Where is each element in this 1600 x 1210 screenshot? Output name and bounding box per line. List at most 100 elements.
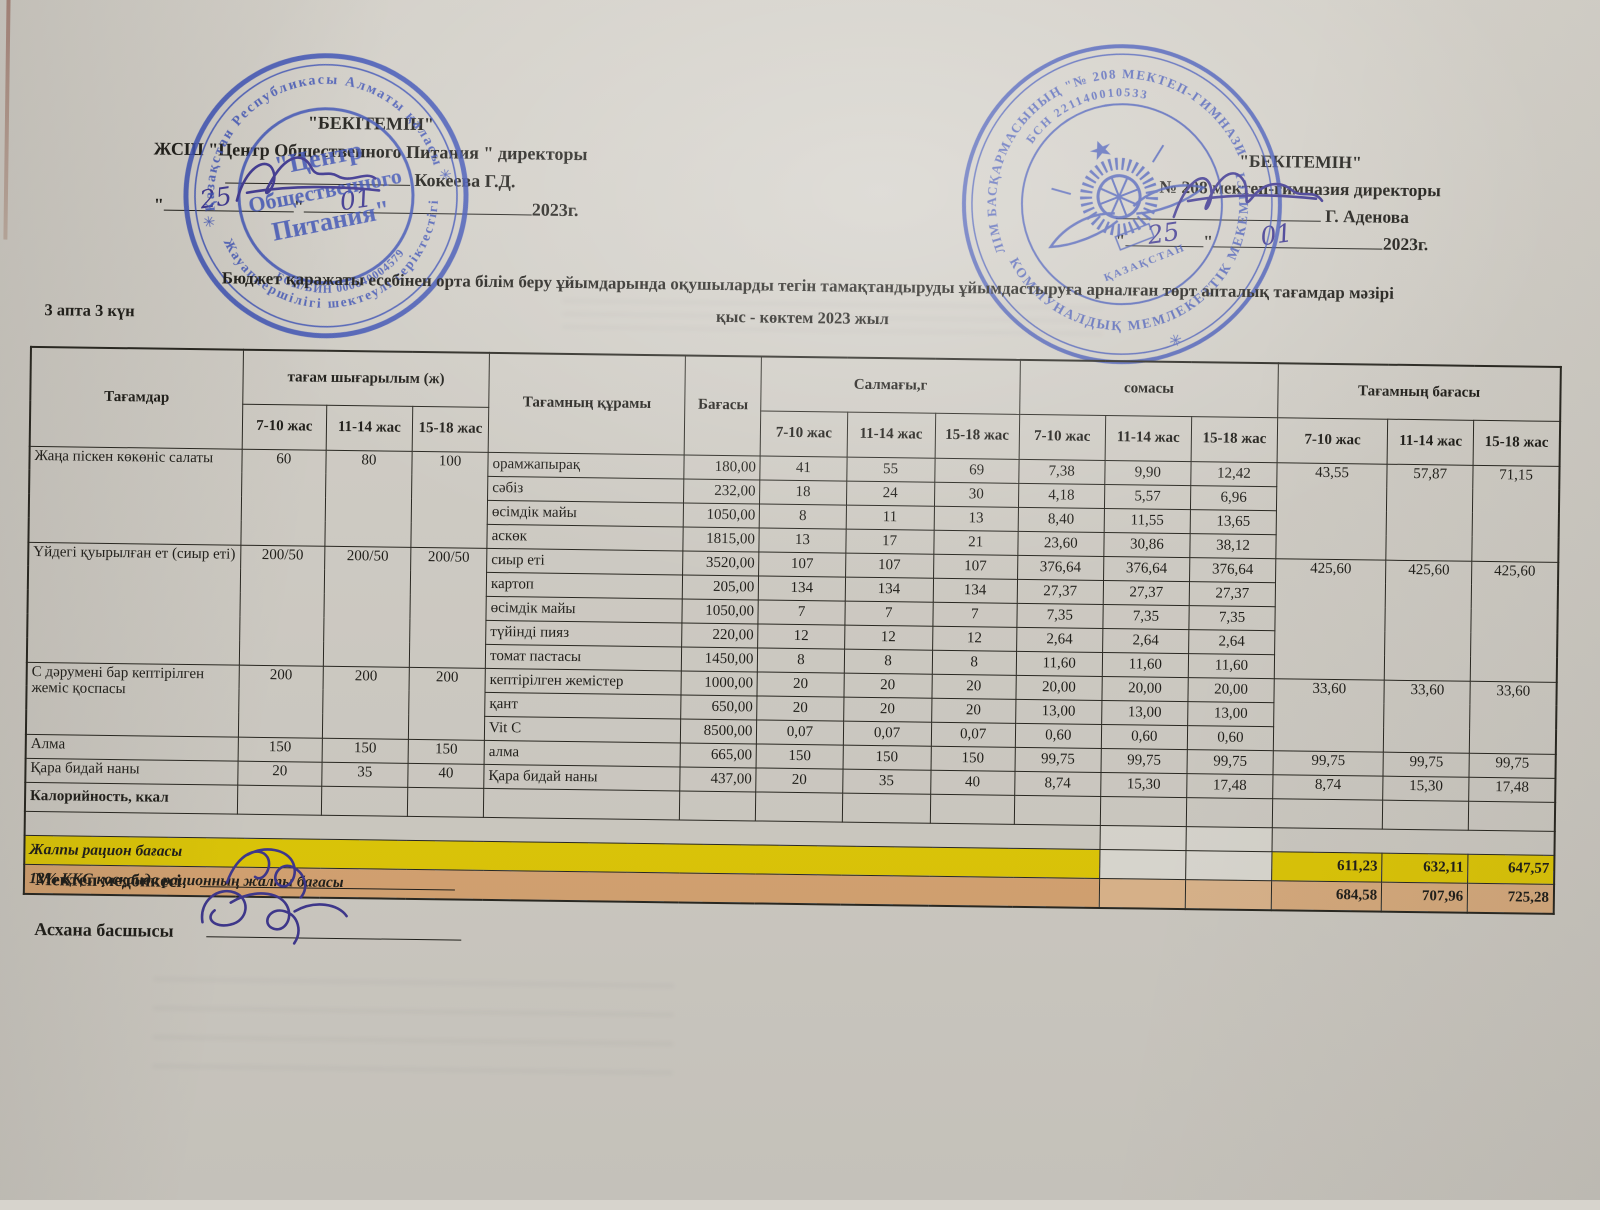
date-line: " 25 " 01 2023г.	[1115, 217, 1483, 259]
weight-value: 18	[759, 479, 847, 505]
dish-price-value: 33,60	[1469, 680, 1557, 754]
ingredient-name: орамжапырақ	[487, 451, 685, 479]
weight-value: 40	[930, 769, 1015, 795]
weight-value: 12	[758, 623, 845, 649]
sum-value: 30,86	[1103, 531, 1191, 558]
dish-price-value: 99,75	[1383, 751, 1470, 777]
weight-value: 20	[757, 671, 844, 697]
quote-mark: "	[153, 194, 164, 215]
total-with-vat-value: 684,58	[1271, 880, 1382, 912]
sum-value: 13,00	[1101, 699, 1188, 726]
total-ration-value: 632,11	[1381, 852, 1469, 883]
sum-value: 27,37	[1016, 578, 1104, 604]
ingredient-price: 1000,00	[681, 670, 758, 696]
weight-value: 134	[758, 575, 846, 601]
calories-label: Калорийность, ккал	[24, 781, 238, 814]
weight-value: 8	[843, 648, 933, 674]
weight-value: 7	[758, 599, 845, 625]
dish-name: С дәрумені бар кептірілген жеміс қоспасы	[25, 661, 240, 737]
weight-value: 134	[932, 577, 1018, 603]
ingredient-name: томат пастасы	[485, 643, 682, 671]
weight-value: 7	[932, 601, 1017, 627]
menu-table-body: Жаңа піскен көкөніс салаты 60 80 100 орамжап…	[25, 445, 1560, 802]
sum-value: 17,48	[1186, 773, 1274, 799]
month-blank: 01	[1212, 218, 1384, 252]
weight-value: 30	[934, 481, 1019, 507]
ingredient-name: Қара бидай наны	[483, 763, 681, 791]
age-col: 7-10 жас	[1018, 413, 1106, 460]
dish-price-value: 425,60	[1470, 560, 1559, 682]
ingredient-name: өсімдік майы	[486, 595, 683, 623]
weight-value: 150	[842, 744, 931, 770]
sum-value: 0,60	[1187, 725, 1274, 751]
ingredient-name: түйінді пияз	[485, 619, 683, 647]
handwritten-day: 25	[1145, 216, 1181, 251]
col-dish-price: Тағамның бағасы	[1277, 363, 1561, 421]
weight-value: 35	[842, 768, 931, 794]
approval-block-left: "БЕКІТЕМІН" ЖСШ "Центр Общественного Пит…	[96, 107, 645, 226]
weight-value: 69	[934, 457, 1019, 483]
portion-value: 60	[240, 448, 327, 546]
total-ration-value: 647,57	[1467, 853, 1555, 884]
ingredient-name: кептірілген жемістер	[485, 667, 682, 695]
sum-value: 5,57	[1104, 483, 1191, 510]
portion-value: 40	[407, 762, 485, 788]
ingredient-name: аскөк	[486, 523, 684, 551]
sum-value: 15,30	[1100, 771, 1187, 798]
dish-price-value: 99,75	[1469, 752, 1556, 778]
approval-block-right: "БЕКІТЕМІН" № 208 мектеп-гимназия директ…	[1115, 146, 1484, 259]
ingredient-price: 3520,00	[682, 550, 760, 576]
sum-value: 8,74	[1014, 770, 1101, 796]
month-blank: 01	[303, 183, 432, 216]
sum-value: 8,40	[1017, 506, 1105, 532]
weight-value: 107	[845, 552, 934, 578]
sum-value: 7,35	[1016, 602, 1104, 628]
ingredient-name: өсімдік майы	[487, 499, 684, 527]
bleed-through-ghost	[152, 951, 675, 1099]
ingredient-price: 665,00	[680, 742, 757, 768]
age-col: 7-10 жас	[760, 410, 848, 457]
sum-value: 7,35	[1188, 605, 1276, 631]
portion-value: 200/50	[323, 545, 411, 667]
dish-price-value: 71,15	[1472, 464, 1560, 562]
ingredient-price: 437,00	[680, 766, 757, 792]
age-col: 11-14 жас	[846, 411, 936, 458]
weight-value: 12	[844, 624, 933, 650]
sum-value: 376,64	[1189, 557, 1276, 583]
weight-value: 20	[756, 767, 843, 793]
sum-value: 6,96	[1190, 485, 1277, 511]
ingredient-price: 1450,00	[681, 646, 759, 672]
sum-value: 99,75	[1100, 747, 1188, 774]
sum-value: 2,64	[1188, 629, 1275, 655]
handwritten-day: 25	[198, 180, 234, 215]
sum-value: 11,60	[1102, 651, 1189, 678]
weight-value: 20	[757, 695, 844, 721]
day-blank: 25	[1125, 217, 1204, 250]
sum-value: 4,18	[1018, 482, 1105, 508]
handwritten-month: 01	[337, 182, 374, 216]
ingredient-name: картоп	[486, 571, 683, 599]
weight-value: 20	[843, 672, 932, 698]
weight-value: 8	[757, 647, 845, 673]
sum-value: 13,00	[1187, 701, 1275, 727]
signature-line	[224, 167, 411, 186]
portion-value: 20	[237, 760, 322, 786]
sum-value: 20,00	[1187, 677, 1275, 703]
age-col: 11-14 жас	[326, 404, 413, 451]
nurse-signature-line	[199, 868, 456, 891]
sum-value: 2,64	[1016, 626, 1103, 652]
ingredient-price: 220,00	[681, 622, 759, 648]
weight-value: 17	[845, 528, 934, 554]
col-weight: Салмағы,г	[761, 356, 1021, 414]
portion-value: 200	[238, 664, 324, 738]
weight-value: 11	[845, 504, 935, 530]
sum-value: 7,38	[1018, 458, 1105, 484]
portion-value: 200	[322, 665, 410, 739]
quote-mark: "	[1115, 230, 1126, 251]
day-blank: 25	[163, 181, 294, 214]
weight-value: 150	[930, 745, 1016, 771]
dish-name: Алма	[25, 733, 239, 761]
sum-value: 11,55	[1103, 507, 1191, 534]
sum-value: 0,60	[1015, 722, 1102, 748]
portion-value: 150	[321, 737, 409, 763]
